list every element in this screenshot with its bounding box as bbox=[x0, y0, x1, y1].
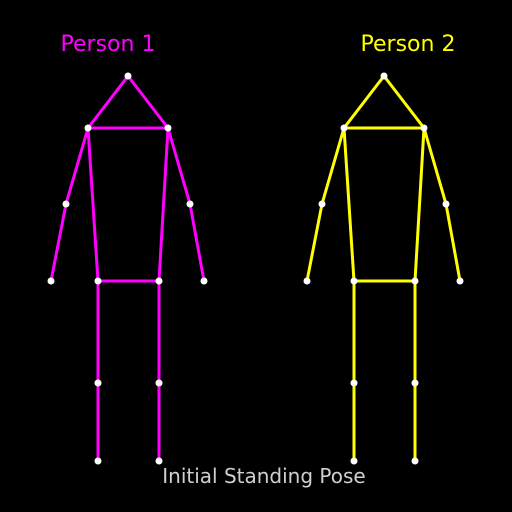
person-1-skeleton bbox=[47, 72, 208, 465]
joint-relbow bbox=[442, 200, 450, 208]
joint-lwrist bbox=[303, 277, 311, 285]
joint-lankle bbox=[94, 457, 102, 465]
joint-lknee bbox=[94, 379, 102, 387]
bone-rshoulder-rhip bbox=[413, 127, 426, 282]
bone-relbow-rwrist bbox=[188, 203, 206, 282]
joint-lelbow bbox=[318, 200, 326, 208]
joint-rknee bbox=[155, 379, 163, 387]
person-2-skeleton bbox=[303, 72, 464, 465]
bone-lelbow-lwrist bbox=[49, 203, 68, 282]
joint-rshoulder bbox=[420, 124, 428, 132]
bone-head-lshoulder bbox=[86, 75, 130, 129]
bone-rshoulder-rhip bbox=[157, 127, 170, 282]
joint-rankle bbox=[155, 457, 163, 465]
joint-rwrist bbox=[456, 277, 464, 285]
joint-lknee bbox=[350, 379, 358, 387]
bone-lelbow-lwrist bbox=[305, 203, 324, 282]
joint-rshoulder bbox=[164, 124, 172, 132]
joint-rankle bbox=[411, 457, 419, 465]
bone-lshoulder-lhip bbox=[86, 127, 100, 282]
joint-rhip bbox=[411, 277, 419, 285]
bone-lshoulder-lelbow bbox=[64, 127, 90, 205]
joint-lwrist bbox=[47, 277, 55, 285]
person-2-label: Person 2 bbox=[361, 32, 456, 57]
bone-rshoulder-relbow bbox=[166, 127, 192, 205]
joint-head bbox=[124, 72, 132, 80]
bone-head-lshoulder bbox=[342, 75, 386, 129]
person-1-label: Person 1 bbox=[61, 32, 156, 57]
bone-relbow-rwrist bbox=[444, 203, 462, 282]
bone-head-rshoulder bbox=[126, 75, 170, 129]
joint-lhip bbox=[94, 277, 102, 285]
joint-lhip bbox=[350, 277, 358, 285]
joint-lshoulder bbox=[340, 124, 348, 132]
joint-rwrist bbox=[200, 277, 208, 285]
bone-head-rshoulder bbox=[382, 75, 426, 129]
bone-lshoulder-lhip bbox=[342, 127, 356, 282]
bone-lshoulder-lelbow bbox=[320, 127, 346, 205]
bone-rshoulder-relbow bbox=[422, 127, 448, 205]
joint-head bbox=[380, 72, 388, 80]
joint-lshoulder bbox=[84, 124, 92, 132]
pose-caption: Initial Standing Pose bbox=[162, 464, 365, 488]
joint-lelbow bbox=[62, 200, 70, 208]
joint-lankle bbox=[350, 457, 358, 465]
joint-relbow bbox=[186, 200, 194, 208]
joint-rknee bbox=[411, 379, 419, 387]
joint-rhip bbox=[155, 277, 163, 285]
